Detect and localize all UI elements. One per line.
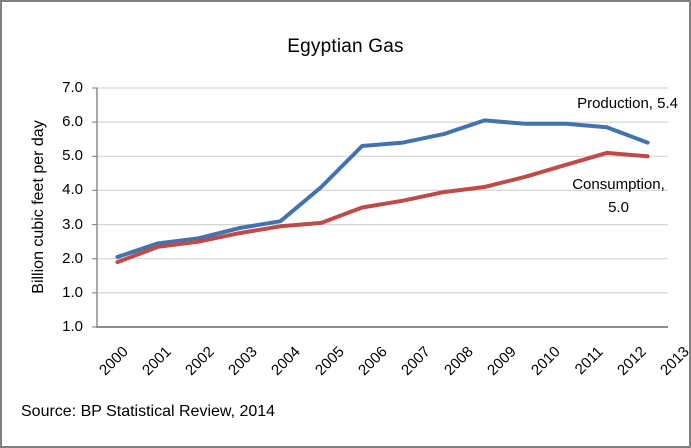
y-tick-label: 1.0 bbox=[62, 318, 83, 335]
y-tick-label: 5.0 bbox=[62, 147, 83, 164]
consumption-series-label: Consumption, 5.0 bbox=[546, 173, 691, 219]
production-line bbox=[115, 118, 650, 259]
y-tick-label: 1.0 bbox=[62, 284, 83, 301]
y-tick-label: 4.0 bbox=[62, 181, 83, 198]
source-note: Source: BP Statistical Review, 2014 bbox=[21, 403, 276, 420]
y-tick-label: 2.0 bbox=[62, 250, 83, 267]
chart-title: Egyptian Gas bbox=[287, 36, 404, 57]
y-tick-label: 3.0 bbox=[62, 216, 83, 233]
y-axis-title: Billion cubic feet per day bbox=[30, 120, 47, 294]
consumption-line bbox=[115, 150, 650, 265]
y-tick-label: 6.0 bbox=[62, 113, 83, 130]
y-tick-label: 7.0 bbox=[62, 79, 83, 96]
production-series-label: Production, 5.4 bbox=[577, 95, 678, 112]
consumption-series-label-line2: 5.0 bbox=[608, 199, 629, 216]
consumption-series-label-line1: Consumption, bbox=[572, 176, 665, 193]
